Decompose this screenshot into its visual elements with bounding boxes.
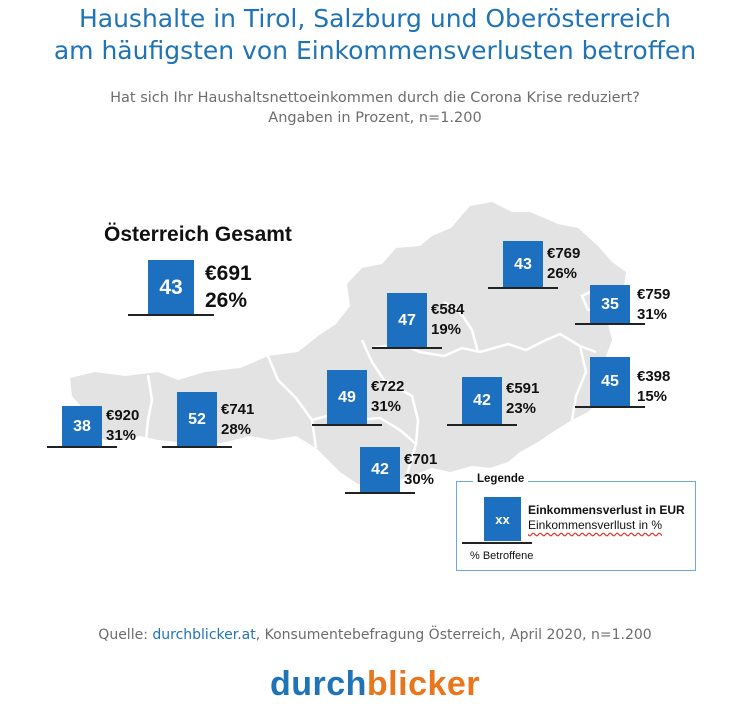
vorarlberg-baseline: [47, 446, 117, 448]
chart-title-line-1: Haushalte in Tirol, Salzburg und Oberöst…: [78, 4, 672, 33]
steiermark-baseline: [447, 424, 517, 426]
oberoesterreich-baseline: [372, 347, 442, 349]
total-pct-value: 26%: [205, 289, 248, 312]
subtitle-sample-info: Angaben in Prozent, n=1.200: [268, 110, 482, 126]
tirol-betroffene-box: 52: [177, 392, 217, 447]
salzburg-betroffene-box: 49: [327, 370, 367, 425]
niederoesterreich-eur-value: €769: [547, 245, 581, 262]
legend: Legende xx Einkommensverlust in EUR Eink…: [456, 473, 696, 571]
kaernten-betroffene-box: 42: [360, 447, 400, 493]
total-eur-value: €691: [205, 262, 252, 285]
chart-title-line-2: am häufigsten von Einkommensverlusten be…: [53, 36, 697, 65]
steiermark-eur-value: €591: [506, 380, 540, 397]
total-baseline: [128, 314, 214, 316]
vorarlberg-pct-value: 31%: [106, 427, 137, 444]
legend-eur-label: Einkommensverlust in EUR: [528, 503, 685, 517]
niederoesterreich-baseline: [488, 287, 558, 289]
salzburg-baseline: [312, 424, 382, 426]
total-heading: Österreich Gesamt: [104, 223, 292, 246]
legend-pct-label: Einkommensverllust in %: [528, 518, 663, 532]
kaernten-pct-value: 30%: [404, 471, 435, 488]
legend-sample-box: xx: [484, 497, 521, 541]
kaernten-eur-value: €701: [404, 451, 438, 468]
burgenland-pct-value: 15%: [637, 388, 668, 405]
burgenland-betroffene-box: 45: [590, 357, 630, 407]
source-link[interactable]: durchblicker.at: [152, 627, 256, 643]
burgenland-baseline: [575, 406, 645, 408]
niederoesterreich-betroffene-box: 43: [503, 241, 543, 288]
niederoesterreich-pct-value: 26%: [547, 265, 578, 282]
burgenland-eur-value: €398: [637, 368, 671, 385]
oberoesterreich-pct-value: 19%: [431, 321, 462, 338]
salzburg-eur-value: €722: [371, 378, 405, 395]
wien-eur-value: €759: [637, 286, 671, 303]
wien-pct-value: 31%: [637, 306, 668, 323]
vorarlberg-betroffene-box: 38: [62, 406, 102, 447]
legend-betroffene-label: % Betroffene: [470, 550, 534, 562]
legend-title: Legende: [473, 473, 529, 485]
steiermark-pct-value: 23%: [506, 400, 537, 417]
subtitle-question: Hat sich Ihr Haushaltsnettoeinkommen dur…: [110, 90, 640, 106]
oberoesterreich-betroffene-box: 47: [387, 293, 427, 348]
salzburg-pct-value: 31%: [371, 398, 402, 415]
wien-baseline: [575, 323, 645, 325]
steiermark-betroffene-box: 42: [462, 377, 502, 425]
logo-part-durch: durch: [269, 665, 367, 703]
vorarlberg-eur-value: €920: [106, 407, 140, 424]
source-prefix: Quelle:: [98, 627, 153, 643]
legend-baseline: [462, 542, 532, 544]
wien-betroffene-box: 35: [590, 285, 630, 324]
logo-part-blicker: blicker: [366, 665, 481, 703]
source-suffix: , Konsumentebefragung Österreich, April …: [255, 627, 652, 643]
tirol-eur-value: €741: [221, 401, 255, 418]
durchblicker-logo: durchblicker: [0, 665, 750, 704]
kaernten-baseline: [345, 492, 415, 494]
tirol-baseline: [162, 446, 232, 448]
tirol-pct-value: 28%: [221, 421, 252, 438]
total-betroffene-box: 43: [148, 260, 194, 315]
oberoesterreich-eur-value: €584: [431, 301, 465, 318]
source-note: Quelle: durchblicker.at, Konsumentebefra…: [0, 627, 750, 643]
